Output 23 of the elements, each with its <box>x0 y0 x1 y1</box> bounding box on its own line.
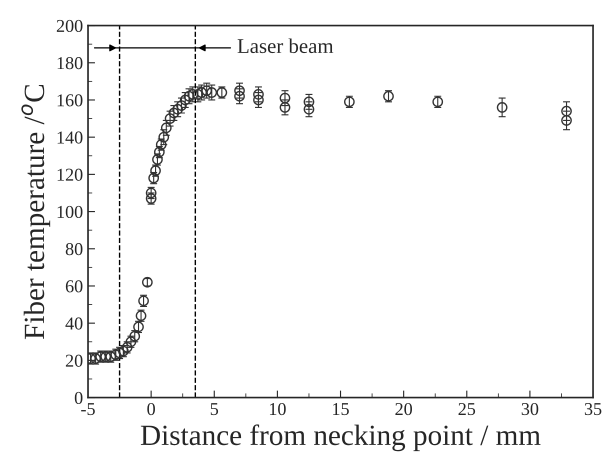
y-tick-label: 200 <box>56 20 82 32</box>
y-axis-title: Fiber temperature /$^{o}$C <box>21 84 50 340</box>
x-tick-label: 10 <box>270 402 286 416</box>
y-tick-label: 60 <box>66 280 82 292</box>
y-tick-label: 20 <box>66 354 82 367</box>
y-tick-label: 120 <box>58 168 82 181</box>
x-tick-label: 25 <box>458 403 476 416</box>
x-tick-label: 20 <box>395 402 412 416</box>
x-tick-label: 30 <box>522 402 538 416</box>
y-tick-label: 180 <box>58 57 82 70</box>
x-tick-label: -5 <box>81 403 95 416</box>
x-tick-label: 5 <box>210 403 218 416</box>
y-tick-label: 100 <box>58 206 82 218</box>
x-tick-label: 0 <box>147 402 155 416</box>
y-tick-label: 40 <box>65 317 82 330</box>
x-tick-label: 35 <box>584 403 602 416</box>
y-tick-label: 0 <box>74 392 82 404</box>
y-tick-label: 160 <box>58 94 82 106</box>
annotation: Laser beam <box>238 38 334 54</box>
x-tick-label: 15 <box>333 403 349 416</box>
x-axis-title: Distance from necking point / mm <box>140 424 541 452</box>
y-tick-label: 80 <box>66 243 82 256</box>
y-tick-label: 140 <box>58 131 82 144</box>
